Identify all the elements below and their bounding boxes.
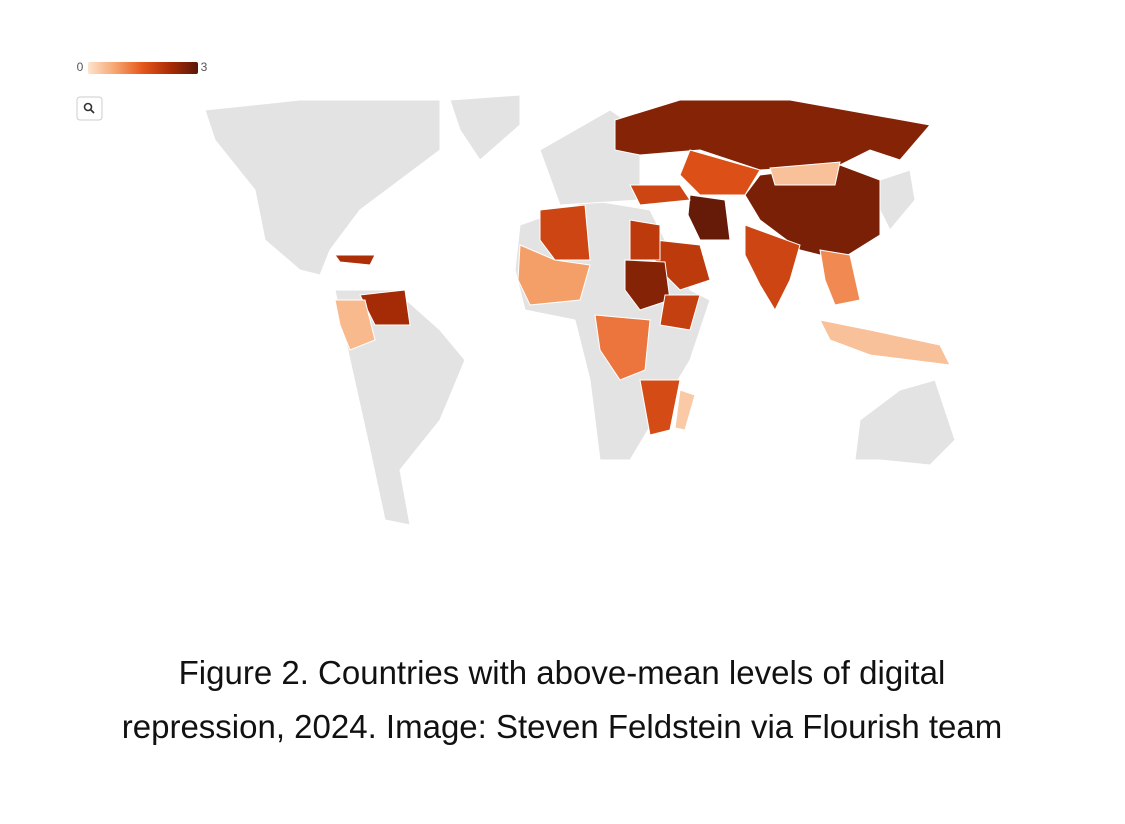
country [679, 149, 761, 196]
caption: Figure 2. Countries with above-mean leve… [121, 654, 1003, 745]
land [204, 99, 441, 276]
country [674, 389, 696, 431]
country [624, 259, 671, 311]
country [639, 379, 681, 436]
scale-max-label: 3 [201, 60, 208, 74]
country [629, 184, 691, 206]
country [334, 299, 376, 351]
land [449, 94, 521, 161]
search-icon-handle [89, 108, 95, 114]
scale-bar [88, 62, 198, 74]
country [769, 161, 841, 186]
country [629, 219, 661, 261]
country [819, 249, 861, 306]
country [334, 254, 376, 266]
country [517, 244, 591, 306]
map: 0 3 [76, 60, 956, 526]
search-box[interactable] [76, 96, 103, 121]
country [744, 224, 801, 312]
land [334, 289, 466, 526]
country [359, 289, 411, 326]
scale-min-label: 0 [77, 60, 84, 74]
country [539, 204, 591, 261]
regions [334, 99, 951, 436]
country [819, 319, 951, 366]
search-icon[interactable] [83, 102, 93, 112]
country [659, 294, 701, 331]
country [654, 239, 711, 291]
search-button[interactable] [76, 96, 103, 121]
country [594, 314, 651, 381]
country [687, 194, 731, 241]
country [614, 99, 931, 171]
land [854, 379, 956, 466]
land [879, 169, 916, 231]
